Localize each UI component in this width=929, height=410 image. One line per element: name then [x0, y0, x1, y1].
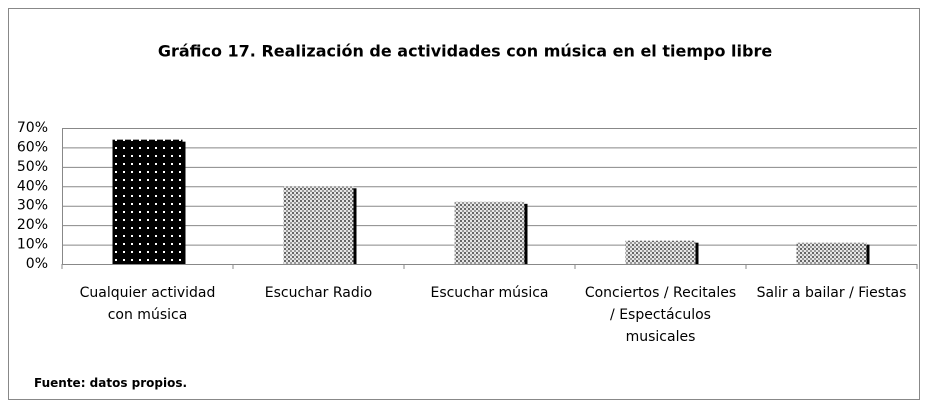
bar: [796, 242, 867, 264]
x-tick-label: Cualquier actividad con música: [79, 285, 216, 323]
bar: [454, 201, 525, 264]
bar: [625, 240, 696, 264]
y-tick-label: 10%: [17, 237, 48, 253]
x-tick-label: Salir a bailar / Fiestas: [756, 285, 907, 301]
chart-title: Gráfico 17. Realización de actividades c…: [158, 42, 773, 61]
y-tick-label: 0%: [26, 256, 48, 272]
bar: [283, 186, 354, 264]
y-tick-label: 50%: [17, 159, 48, 175]
y-tick-label: 30%: [17, 198, 48, 214]
bar: [112, 139, 183, 264]
x-tick-label: Escuchar Radio: [264, 285, 373, 301]
y-tick-label: 70%: [17, 120, 48, 136]
y-tick-label: 20%: [17, 217, 48, 233]
y-tick-label: 40%: [17, 178, 48, 194]
y-tick-label: 60%: [17, 139, 48, 155]
x-tick-label: Conciertos / Recitales / Espectáculos mu…: [584, 285, 737, 345]
x-tick-label: Escuchar música: [430, 285, 549, 301]
source-note: Fuente: datos propios.: [34, 376, 188, 390]
